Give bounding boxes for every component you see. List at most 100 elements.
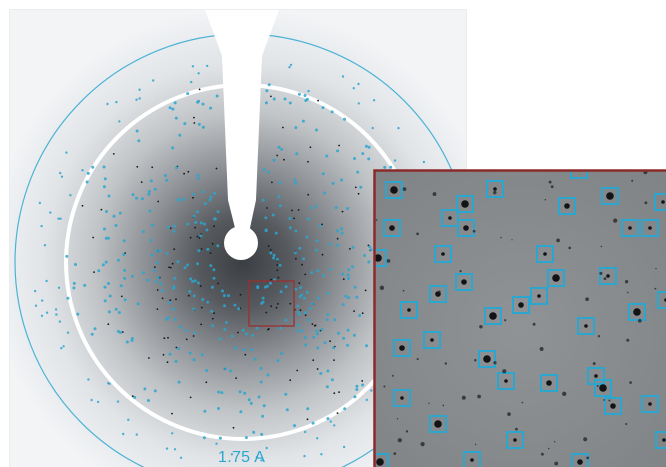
predicted-spot xyxy=(147,192,151,196)
diffraction-spot xyxy=(338,391,340,393)
predicted-spot xyxy=(331,181,335,185)
reflection-spot xyxy=(594,374,598,378)
spot-marker-box xyxy=(484,307,502,325)
spot-marker-box xyxy=(641,219,659,237)
predicted-spot xyxy=(321,106,325,110)
predicted-spot xyxy=(171,146,175,150)
reflection-spot xyxy=(552,274,560,282)
predicted-spot xyxy=(206,247,210,251)
predicted-spot xyxy=(365,344,368,348)
zoom-region-box xyxy=(248,280,295,327)
weak-reflection xyxy=(585,297,589,302)
predicted-spot xyxy=(149,179,153,183)
predicted-spot xyxy=(155,249,159,253)
weak-reflection xyxy=(554,461,559,466)
predicted-spot xyxy=(107,282,110,285)
predicted-spot xyxy=(102,165,106,169)
beamstop-disc xyxy=(224,226,258,260)
predicted-spot xyxy=(293,178,297,182)
predicted-spot xyxy=(123,298,127,302)
reflection-spot xyxy=(513,438,517,442)
predicted-spot xyxy=(223,304,226,308)
predicted-spot xyxy=(171,432,174,435)
predicted-spot xyxy=(49,211,52,214)
weak-reflection xyxy=(432,192,437,197)
predicted-spot xyxy=(193,279,197,283)
predicted-spot xyxy=(365,398,368,402)
reflection-spot xyxy=(564,203,570,209)
predicted-spot xyxy=(271,213,275,217)
predicted-spot xyxy=(172,229,176,233)
diffraction-spot xyxy=(192,335,195,337)
diffraction-spot xyxy=(235,377,238,379)
predicted-spot xyxy=(148,189,151,193)
reflection-spot xyxy=(493,187,497,191)
predicted-spot xyxy=(347,277,350,280)
spot-marker-box xyxy=(621,219,639,237)
spot-marker-box xyxy=(655,431,666,449)
spot-marker-box xyxy=(530,287,548,305)
diffraction-spot xyxy=(336,237,339,240)
zoom-inset xyxy=(373,169,666,467)
predicted-spot xyxy=(114,307,118,311)
predicted-spot xyxy=(300,293,304,297)
weak-reflection xyxy=(583,437,588,442)
predicted-spot xyxy=(177,347,181,351)
spot-marker-box xyxy=(393,339,411,357)
predicted-spot xyxy=(315,239,319,243)
predicted-spot xyxy=(122,239,126,243)
reflection-spot xyxy=(407,308,411,312)
predicted-spot xyxy=(191,65,195,68)
weak-reflection xyxy=(500,236,502,239)
predicted-spot xyxy=(163,174,167,177)
predicted-spot xyxy=(336,149,340,153)
predicted-spot xyxy=(154,280,158,283)
diffraction-spot xyxy=(354,186,357,189)
predicted-spot xyxy=(185,263,189,267)
predicted-spot xyxy=(278,204,282,208)
predicted-spot xyxy=(325,318,329,322)
reflection-spot xyxy=(399,345,405,351)
predicted-spot xyxy=(208,198,212,202)
predicted-spot xyxy=(323,341,327,345)
predicted-spot xyxy=(276,359,280,363)
reflection-spot xyxy=(537,294,541,298)
predicted-spot xyxy=(250,348,253,352)
weak-reflection xyxy=(521,401,524,404)
diffraction-spot xyxy=(171,262,174,265)
reflection-spot xyxy=(389,225,395,231)
diffraction-spot xyxy=(193,116,195,119)
diffraction-spot xyxy=(295,257,297,260)
predicted-spot xyxy=(57,286,61,289)
predicted-spot xyxy=(143,387,147,391)
diffraction-spot xyxy=(270,278,272,281)
diffraction-spot xyxy=(194,226,197,229)
diffraction-spot xyxy=(148,357,150,359)
predicted-spot xyxy=(131,193,135,197)
predicted-spot xyxy=(244,436,248,440)
diffraction-spot xyxy=(306,418,309,421)
predicted-spot xyxy=(76,312,80,316)
predicted-spot xyxy=(334,206,338,210)
reflection-spot xyxy=(577,459,583,465)
predicted-spot xyxy=(227,294,230,298)
predicted-spot xyxy=(332,346,335,350)
predicted-spot xyxy=(123,276,127,280)
predicted-spot xyxy=(213,191,216,195)
weak-reflection xyxy=(479,324,483,329)
predicted-spot xyxy=(289,63,293,67)
predicted-spot xyxy=(152,269,156,272)
predicted-spot xyxy=(303,336,307,340)
predicted-spot xyxy=(83,283,87,287)
diffraction-spot xyxy=(357,192,360,195)
weak-reflection xyxy=(592,362,596,366)
diffraction-spot xyxy=(157,200,160,203)
predicted-spot xyxy=(316,269,320,273)
predicted-spot xyxy=(210,309,214,313)
predicted-spot xyxy=(62,345,65,348)
diffraction-spot xyxy=(140,181,143,184)
weak-reflection xyxy=(444,362,448,365)
diffraction-spot xyxy=(239,293,242,296)
predicted-spot xyxy=(230,453,234,456)
predicted-spot xyxy=(38,201,42,205)
